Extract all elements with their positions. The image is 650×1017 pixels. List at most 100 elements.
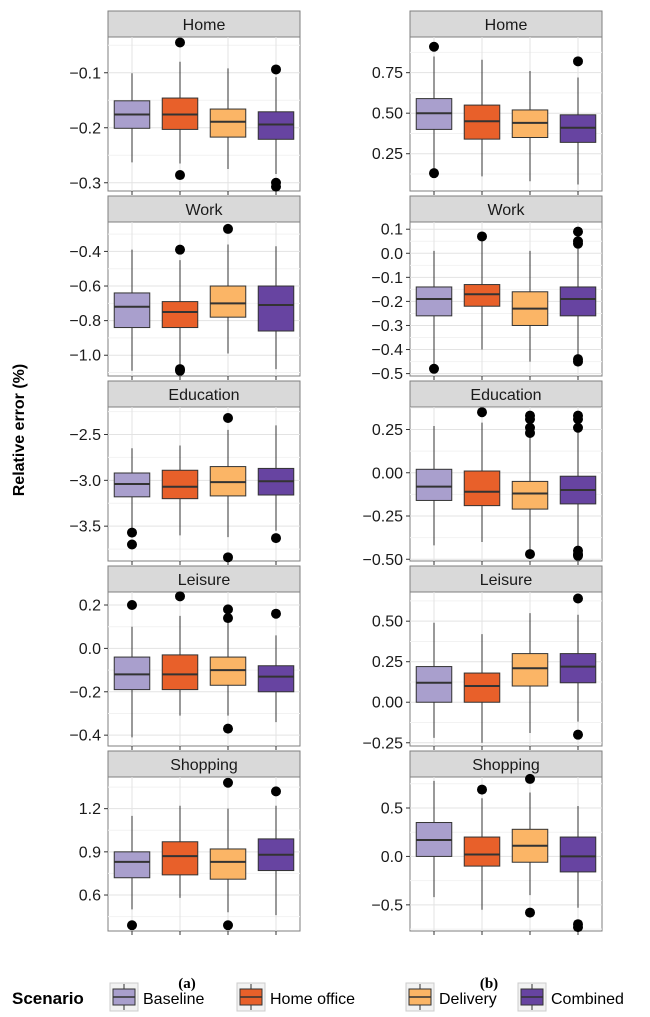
- box-baseline: [415, 41, 453, 179]
- box-combined: [559, 806, 597, 933]
- box-combined: [559, 593, 597, 740]
- facet-leisure-b: Leisure −0.25 0.00 0.25 0.50: [363, 565, 603, 752]
- y-tick-label: −3.0: [69, 473, 101, 490]
- y-tick-label: −0.1: [69, 65, 101, 82]
- box-iqr: [511, 653, 549, 687]
- y-tick-label: −1.0: [69, 348, 101, 365]
- box-iqr: [511, 480, 549, 510]
- facet-title: Shopping: [472, 757, 540, 774]
- box-baseline: [113, 815, 151, 931]
- facet-strip: [409, 10, 603, 38]
- legend-label: Baseline: [143, 991, 204, 1008]
- box-baseline: [113, 249, 151, 371]
- facet-strip: [107, 565, 301, 593]
- outlier-point: [127, 527, 137, 538]
- box-combined: [559, 226, 597, 367]
- legend-label: Home office: [270, 991, 355, 1008]
- y-tick-label: 1.2: [79, 801, 101, 818]
- outlier-point: [127, 539, 137, 550]
- outlier-point: [429, 168, 439, 179]
- box-delivery: [209, 413, 247, 563]
- box-combined: [257, 246, 295, 370]
- outlier-point: [175, 170, 185, 181]
- outlier-point: [175, 37, 185, 48]
- box-iqr: [257, 665, 295, 693]
- outlier-point: [525, 773, 535, 784]
- outlier-point: [223, 604, 233, 615]
- outlier-point: [271, 608, 281, 619]
- y-tick-label: 0.0: [381, 246, 403, 263]
- box-home-office: [463, 231, 501, 350]
- y-tick-label: −0.5: [371, 897, 403, 914]
- box-combined: [257, 786, 295, 916]
- outlier-point: [271, 181, 281, 192]
- box-iqr: [113, 292, 151, 329]
- y-tick-label: −0.4: [69, 728, 101, 745]
- facet-strip: [409, 195, 603, 223]
- outlier-point: [525, 427, 535, 438]
- facet-strip: [107, 750, 301, 778]
- y-tick-label: 0.6: [79, 888, 101, 905]
- y-tick-label: −0.50: [363, 552, 404, 569]
- facet-education-a: Education −3.5 −3.0 −2.5: [69, 380, 301, 565]
- y-tick-label: −0.3: [69, 175, 101, 192]
- outlier-point: [127, 600, 137, 611]
- box-delivery: [511, 71, 549, 182]
- box-delivery: [511, 613, 549, 734]
- y-tick-label: −0.2: [371, 294, 403, 311]
- box-combined: [559, 410, 597, 561]
- column-label-a: (a): [178, 976, 196, 992]
- y-tick-label: 0.0: [79, 641, 101, 658]
- box-baseline: [415, 622, 453, 738]
- outlier-point: [573, 422, 583, 433]
- y-tick-label: 0.50: [372, 106, 403, 123]
- box-combined: [257, 425, 295, 544]
- legend: Scenario Baseline Home office Delivery Combi…: [12, 982, 624, 1012]
- box-home-office: [463, 784, 501, 910]
- outlier-point: [175, 591, 185, 602]
- y-tick-label: 0.25: [372, 654, 403, 671]
- y-tick-label: −0.5: [371, 366, 403, 383]
- box-baseline: [415, 250, 453, 374]
- y-tick-label: 0.25: [372, 422, 403, 439]
- outlier-point: [525, 549, 535, 560]
- box-baseline: [415, 426, 453, 546]
- y-tick-label: −0.25: [363, 735, 404, 752]
- y-tick-label: 0.1: [381, 222, 403, 239]
- outlier-point: [573, 729, 583, 740]
- outlier-point: [223, 920, 233, 931]
- y-tick-label: 0.9: [79, 844, 101, 861]
- box-iqr: [161, 841, 199, 876]
- box-iqr: [161, 654, 199, 691]
- y-tick-label: 0.00: [372, 465, 403, 482]
- outlier-point: [573, 238, 583, 249]
- box-iqr: [463, 836, 501, 867]
- y-tick-label: −0.4: [69, 244, 101, 261]
- facet-title: Home: [183, 17, 226, 34]
- legend-title: Scenario: [12, 989, 84, 1008]
- box-delivery: [511, 250, 549, 362]
- outlier-point: [573, 550, 583, 561]
- outlier-point: [477, 784, 487, 795]
- y-tick-label: 0.5: [381, 800, 403, 817]
- box-home-office: [161, 244, 199, 376]
- box-baseline: [113, 73, 151, 163]
- box-delivery: [209, 604, 247, 734]
- outlier-point: [573, 922, 583, 933]
- facet-strip: [107, 380, 301, 408]
- outlier-point: [525, 414, 535, 425]
- y-axis-label: Relative error (%): [11, 364, 28, 497]
- y-tick-label: 0.50: [372, 614, 403, 631]
- outlier-point: [573, 414, 583, 425]
- facet-title: Leisure: [178, 572, 231, 589]
- box-home-office: [161, 805, 199, 898]
- box-iqr: [113, 851, 151, 879]
- box-delivery: [209, 68, 247, 169]
- y-tick-label: 0.0: [381, 849, 403, 866]
- y-tick-label: −0.4: [371, 342, 403, 359]
- facet-strip: [107, 10, 301, 38]
- box-delivery: [511, 773, 549, 918]
- facet-title: Leisure: [480, 572, 533, 589]
- box-combined: [257, 64, 295, 192]
- legend-item-combined: Combined: [517, 982, 624, 1012]
